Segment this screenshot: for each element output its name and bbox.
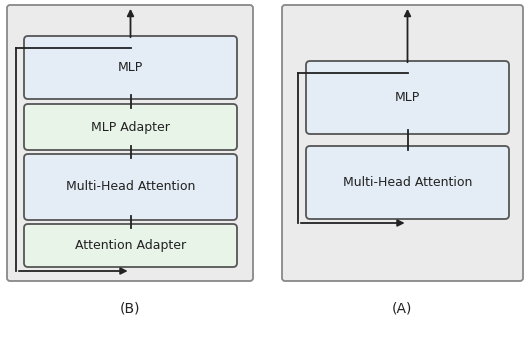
Text: Multi-Head Attention: Multi-Head Attention (66, 181, 195, 193)
FancyBboxPatch shape (7, 5, 253, 281)
Text: Attention Adapter: Attention Adapter (75, 239, 186, 252)
Text: MLP: MLP (395, 91, 420, 104)
Text: Multi-Head Attention: Multi-Head Attention (343, 176, 472, 189)
Text: (A): (A) (392, 301, 412, 315)
FancyBboxPatch shape (306, 61, 509, 134)
FancyBboxPatch shape (24, 224, 237, 267)
FancyBboxPatch shape (24, 36, 237, 99)
Text: MLP: MLP (118, 61, 143, 74)
FancyBboxPatch shape (306, 146, 509, 219)
FancyBboxPatch shape (282, 5, 523, 281)
Text: (B): (B) (120, 301, 140, 315)
FancyBboxPatch shape (24, 154, 237, 220)
Text: MLP Adapter: MLP Adapter (91, 120, 170, 134)
FancyBboxPatch shape (24, 104, 237, 150)
